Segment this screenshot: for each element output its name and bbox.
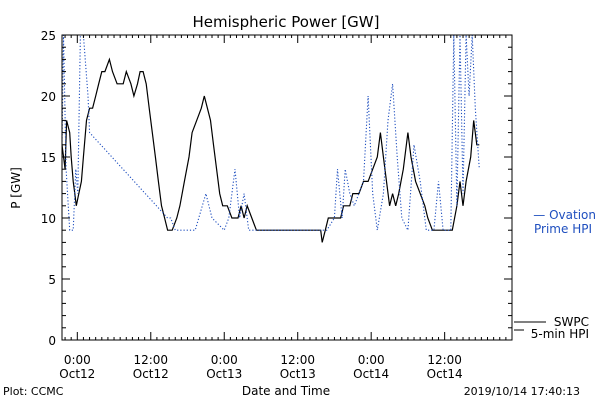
y-tick-label: 20 — [41, 90, 56, 104]
x-tick-label-date: Oct14 — [427, 367, 463, 381]
series-line-swpc-5-min-hpi — [62, 57, 480, 243]
x-tick-label-date: Oct12 — [133, 367, 169, 381]
plot-frame — [61, 34, 513, 341]
legend-ovation-line1: — Ovation — [533, 208, 596, 222]
x-tick-label-date: Oct12 — [59, 367, 95, 381]
legend-swpc-line1: SWPC — [554, 315, 589, 329]
y-axis-label: P [GW] — [9, 167, 23, 209]
y-tick-label: 15 — [41, 151, 56, 165]
y-tick-label: 0 — [48, 334, 56, 348]
y-tick-label: 10 — [41, 212, 56, 226]
legend-swpc-line2: 5-min HPI — [531, 327, 589, 341]
x-tick-label-time: 12:00 — [133, 353, 168, 367]
series-layer — [62, 35, 480, 243]
x-axis-label: Date and Time — [242, 384, 330, 398]
x-tick-label-date: Oct14 — [353, 367, 389, 381]
x-tick-label-time: 0:00 — [64, 353, 91, 367]
legend-ovation-line2: Prime HPI — [534, 222, 592, 236]
plot-timestamp: 2019/10/14 17:40:13 — [464, 385, 580, 398]
plot-credit: Plot: CCMC — [3, 385, 64, 398]
x-tick-label-time: 12:00 — [427, 353, 462, 367]
x-tick-label-time: 0:00 — [358, 353, 385, 367]
x-tick-label-time: 12:00 — [280, 353, 315, 367]
x-tick-label-date: Oct13 — [280, 367, 316, 381]
y-tick-label: 5 — [48, 273, 56, 287]
chart-title: Hemispheric Power [GW] — [193, 13, 380, 31]
y-tick-label: 25 — [41, 29, 56, 43]
series-line-ovation-prime-hpi — [62, 35, 480, 233]
axes-layer: 05101520250:00Oct1212:00Oct120:00Oct1312… — [41, 29, 513, 381]
x-tick-label-time: 0:00 — [211, 353, 238, 367]
x-tick-label-date: Oct13 — [206, 367, 242, 381]
